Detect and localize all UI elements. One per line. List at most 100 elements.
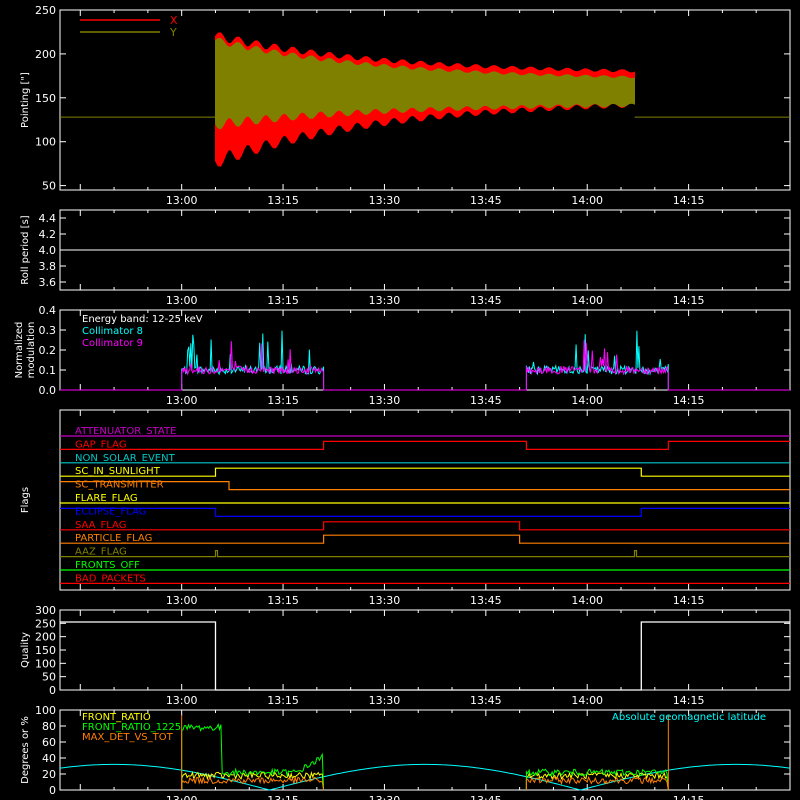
flag-label-eclipse-flag: ECLIPSE_FLAG	[75, 506, 146, 517]
ratio-series-front-ratio-1225	[181, 723, 325, 791]
pointing-ytick-label: 100	[35, 136, 56, 149]
roll-xtick-label: 13:00	[166, 294, 198, 307]
flags-xtick-label: 13:45	[470, 594, 502, 607]
modulation-ytick-label: 0.0	[39, 384, 57, 397]
modulation-series-8	[60, 330, 790, 391]
flag-label-flare-flag: FLARE_FLAG	[75, 493, 138, 504]
geomagnetic-latitude-line	[59, 763, 791, 791]
flags-ylabel: Flags	[20, 487, 31, 513]
ratios-xtick-label: 13:00	[166, 794, 198, 800]
ratio-annotation: Absolute geomagnetic latitude	[612, 712, 766, 723]
flags-xtick-label: 14:00	[571, 594, 603, 607]
pointing-ytick-label: 50	[42, 180, 56, 193]
flag-label-non-solar-event: NON_SOLAR_EVENT	[75, 453, 176, 464]
quality-xtick-label: 13:15	[267, 694, 299, 707]
modulation-xtick-label: 14:15	[673, 394, 705, 407]
ratio-series-max-det-vs-tot	[181, 776, 325, 791]
flag-label-sc-in-sunlight: SC_IN_SUNLIGHT	[75, 466, 161, 477]
ratios-ylabel: Degrees or %	[20, 716, 31, 784]
pointing-xtick-label: 13:15	[267, 194, 299, 207]
quality-ylabel: Quality	[20, 632, 31, 668]
ratio-series-max-det-vs-tot	[525, 775, 669, 791]
flags-xtick-label: 14:15	[673, 594, 705, 607]
legend-label-y: Y	[169, 26, 177, 39]
flags-frame	[59, 409, 791, 591]
modulation-ytick-label: 0.4	[39, 304, 57, 317]
modulation-ylabel: Normalized	[14, 322, 25, 379]
ratio-legend-front-ratio-1225: FRONT_RATIO_1225	[82, 722, 181, 733]
ratios-xtick-label: 14:00	[571, 794, 603, 800]
legend-label-x: X	[170, 14, 178, 27]
roll-xtick-label: 14:00	[571, 294, 603, 307]
quality-ytick-label: 200	[35, 631, 56, 644]
quality-xtick-label: 14:00	[571, 694, 603, 707]
flag-line-eclipse-flag	[60, 507, 790, 518]
ratios-xtick-label: 13:45	[470, 794, 502, 800]
modulation-xtick-label: 13:00	[166, 394, 198, 407]
roll-xtick-label: 13:15	[267, 294, 299, 307]
ratios-ytick-label: 60	[42, 736, 56, 749]
roll-ytick-label: 3.8	[39, 260, 57, 273]
flag-label-particle-flag: PARTICLE_FLAG	[75, 533, 152, 544]
pointing-ytick-label: 150	[35, 92, 56, 105]
ratios-ytick-label: 100	[35, 704, 56, 717]
flag-label-fronts-off: FRONTS_OFF	[75, 560, 140, 571]
roll-xtick-label: 13:45	[470, 294, 502, 307]
roll-ytick-label: 4.0	[39, 244, 57, 257]
roll-ytick-label: 3.6	[39, 276, 57, 289]
ratio-legend-max-det-vs-tot: MAX_DET_VS_TOT	[82, 732, 174, 743]
flag-line-particle-flag	[60, 534, 790, 544]
flags-xtick-label: 13:00	[166, 594, 198, 607]
ratios-xtick-label: 13:15	[267, 794, 299, 800]
roll-xtick-label: 13:30	[369, 294, 401, 307]
flag-label-aaz-flag: AAZ_FLAG	[75, 547, 127, 558]
ratio-legend-front-ratio: FRONT_RATIO	[82, 712, 151, 723]
ratios-ytick-label: 20	[42, 768, 56, 781]
ratios-xtick-label: 14:15	[673, 794, 705, 800]
modulation-legend-8: Collimator 8	[82, 326, 143, 337]
flag-label-attenuator-state: ATTENUATOR_STATE	[75, 426, 176, 437]
pointing-frame	[59, 9, 791, 191]
pointing-series-y	[215, 38, 635, 130]
modulation-ytick-label: 0.1	[39, 364, 57, 377]
ratio-series-front-ratio	[181, 770, 325, 791]
pointing-xtick-label: 13:00	[166, 194, 198, 207]
flag-line-sc-in-sunlight	[60, 467, 790, 477]
flags-xtick-label: 13:15	[267, 594, 299, 607]
modulation-ylabel: modulation	[26, 322, 37, 379]
quality-xtick-label: 13:00	[166, 694, 198, 707]
flag-label-gap-flag: GAP_FLAG	[75, 439, 127, 450]
pointing-xtick-label: 14:00	[571, 194, 603, 207]
quality-ytick-label: 250	[35, 617, 56, 630]
pointing-xtick-label: 13:30	[369, 194, 401, 207]
quality-ytick-label: 150	[35, 644, 56, 657]
roll-ytick-label: 4.2	[39, 228, 57, 241]
modulation-xtick-label: 14:00	[571, 394, 603, 407]
quality-xtick-label: 13:45	[470, 694, 502, 707]
flag-line-gap-flag	[60, 440, 790, 450]
pointing-ytick-label: 200	[35, 48, 56, 61]
ratios-ytick-label: 80	[42, 720, 56, 733]
roll-ylabel: Roll period [s]	[20, 215, 31, 284]
modulation-annotation: Energy band: 12-25 keV	[82, 314, 203, 325]
pointing-ylabel: Pointing ["]	[20, 72, 31, 128]
modulation-ytick-label: 0.2	[39, 344, 57, 357]
flag-line-aaz-flag	[60, 549, 790, 558]
flag-line-sc-transmitter	[60, 481, 790, 491]
pointing-xtick-label: 14:15	[673, 194, 705, 207]
ratios-frame	[59, 709, 791, 791]
ratios-xtick-label: 13:30	[369, 794, 401, 800]
quality-ytick-label: 50	[42, 671, 56, 684]
pointing-xtick-label: 13:45	[470, 194, 502, 207]
modulation-xtick-label: 13:15	[267, 394, 299, 407]
modulation-xtick-label: 13:45	[470, 394, 502, 407]
modulation-series-9	[60, 339, 790, 391]
quality-xtick-label: 14:15	[673, 694, 705, 707]
ratio-series-front-ratio-1225	[525, 768, 669, 791]
pointing-ytick-label: 250	[35, 4, 56, 17]
flag-label-sc-transmitter: SC_TRANSMITTER	[75, 480, 164, 491]
roll-xtick-label: 14:15	[673, 294, 705, 307]
modulation-xtick-label: 13:30	[369, 394, 401, 407]
flags-xtick-label: 13:30	[369, 594, 401, 607]
